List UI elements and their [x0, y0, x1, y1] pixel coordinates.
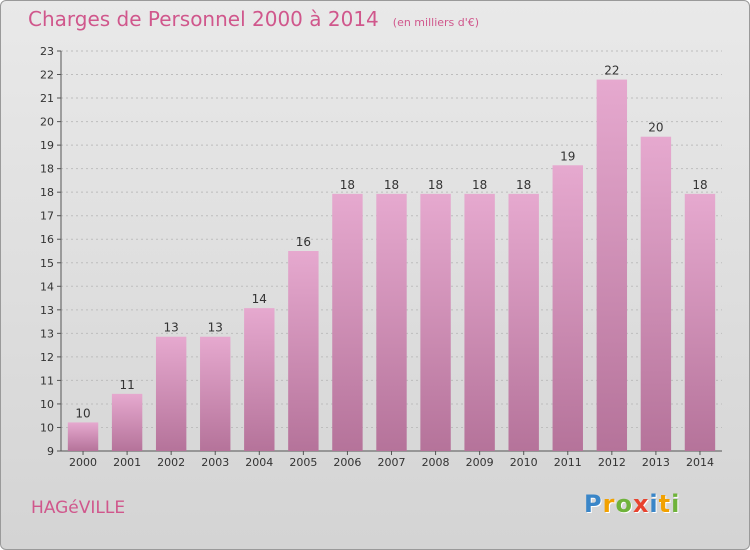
chart-subtitle: (en milliers d'€)	[392, 16, 480, 29]
logo-letter: P	[584, 490, 603, 518]
x-tick-label: 2000	[69, 456, 97, 469]
bar	[420, 193, 451, 451]
bar	[200, 336, 231, 451]
bar-value-label: 18	[340, 178, 355, 192]
y-tick-label: 21	[40, 92, 54, 105]
x-tick-label: 2006	[333, 456, 361, 469]
bar-value-label: 18	[384, 178, 399, 192]
bar	[552, 165, 583, 452]
bar	[508, 193, 539, 451]
y-tick-label: 12	[40, 351, 54, 364]
x-tick-label: 2007	[378, 456, 406, 469]
y-tick-label: 15	[40, 257, 54, 270]
logo-letter: t	[658, 490, 672, 518]
y-tick-label: 10	[40, 398, 54, 411]
bar	[332, 193, 363, 451]
x-tick-label: 2001	[113, 456, 141, 469]
y-tick-label: 19	[40, 139, 54, 152]
bar	[155, 336, 187, 451]
x-tick-label: 2002	[157, 456, 185, 469]
y-tick-label: 10	[40, 421, 54, 434]
bar-value-label: 14	[252, 292, 267, 306]
bar	[288, 251, 319, 451]
bar	[244, 308, 275, 451]
bars	[67, 79, 716, 452]
logo-letter: i	[671, 490, 681, 518]
y-tick-label: 13	[40, 304, 54, 317]
y-tick-label: 9	[47, 445, 54, 458]
y-tick-label: 23	[40, 45, 54, 58]
logo-letter: r	[602, 490, 616, 518]
bar	[111, 393, 143, 451]
x-tick-label: 2010	[510, 456, 538, 469]
bar-value-label: 20	[648, 121, 663, 135]
logo-letter: o	[615, 490, 633, 518]
y-tick-label: 22	[40, 69, 54, 82]
commune-name: HAGéVILLE	[31, 498, 126, 518]
logo-letter: x	[632, 490, 650, 518]
bar-value-label: 22	[604, 64, 619, 78]
bar-value-label: 13	[164, 321, 179, 335]
bar-value-label: 18	[692, 178, 707, 192]
bar	[684, 193, 716, 451]
x-tick-label: 2009	[466, 456, 494, 469]
x-tick-label: 2003	[201, 456, 229, 469]
bar-value-label: 19	[560, 149, 575, 163]
bar	[640, 136, 672, 451]
bar-value-label: 18	[472, 178, 487, 192]
x-tick-label: 2012	[598, 456, 626, 469]
bar	[464, 193, 495, 451]
y-tick-label: 18	[40, 163, 54, 176]
y-tick-label: 17	[40, 210, 54, 223]
logo-letter: i	[649, 490, 659, 518]
bar-value-label: 18	[428, 178, 443, 192]
y-tick-label: 18	[40, 186, 54, 199]
x-tick-label: 2008	[422, 456, 450, 469]
x-tick-label: 2005	[289, 456, 317, 469]
y-tick-label: 20	[40, 116, 54, 129]
proxiti-logo: Proxiti	[584, 490, 680, 518]
y-tick-label: 13	[40, 327, 54, 340]
bar	[596, 79, 628, 452]
x-tick-label: 2014	[686, 456, 714, 469]
labels: 9 10 10 11 12 13 13 14 15 16 17 18 18 19 20 21 22 23 10 200…	[40, 45, 714, 469]
chart-title-block: Charges de Personnel 2000 à 2014 (en mill…	[28, 7, 479, 31]
bar-value-label: 11	[119, 378, 134, 392]
bar	[376, 193, 407, 451]
bar-value-label: 10	[75, 406, 90, 420]
y-tick-label: 14	[40, 280, 54, 293]
bar-value-label: 18	[516, 178, 531, 192]
y-tick-label: 16	[40, 233, 54, 246]
bar	[67, 422, 99, 451]
bar-value-label: 16	[296, 235, 311, 249]
x-tick-label: 2004	[245, 456, 273, 469]
y-tick-label: 11	[40, 374, 54, 387]
bar-value-label: 13	[208, 321, 223, 335]
chart-title: Charges de Personnel 2000 à 2014	[28, 7, 379, 31]
x-tick-label: 2011	[554, 456, 582, 469]
x-tick-label: 2013	[642, 456, 670, 469]
